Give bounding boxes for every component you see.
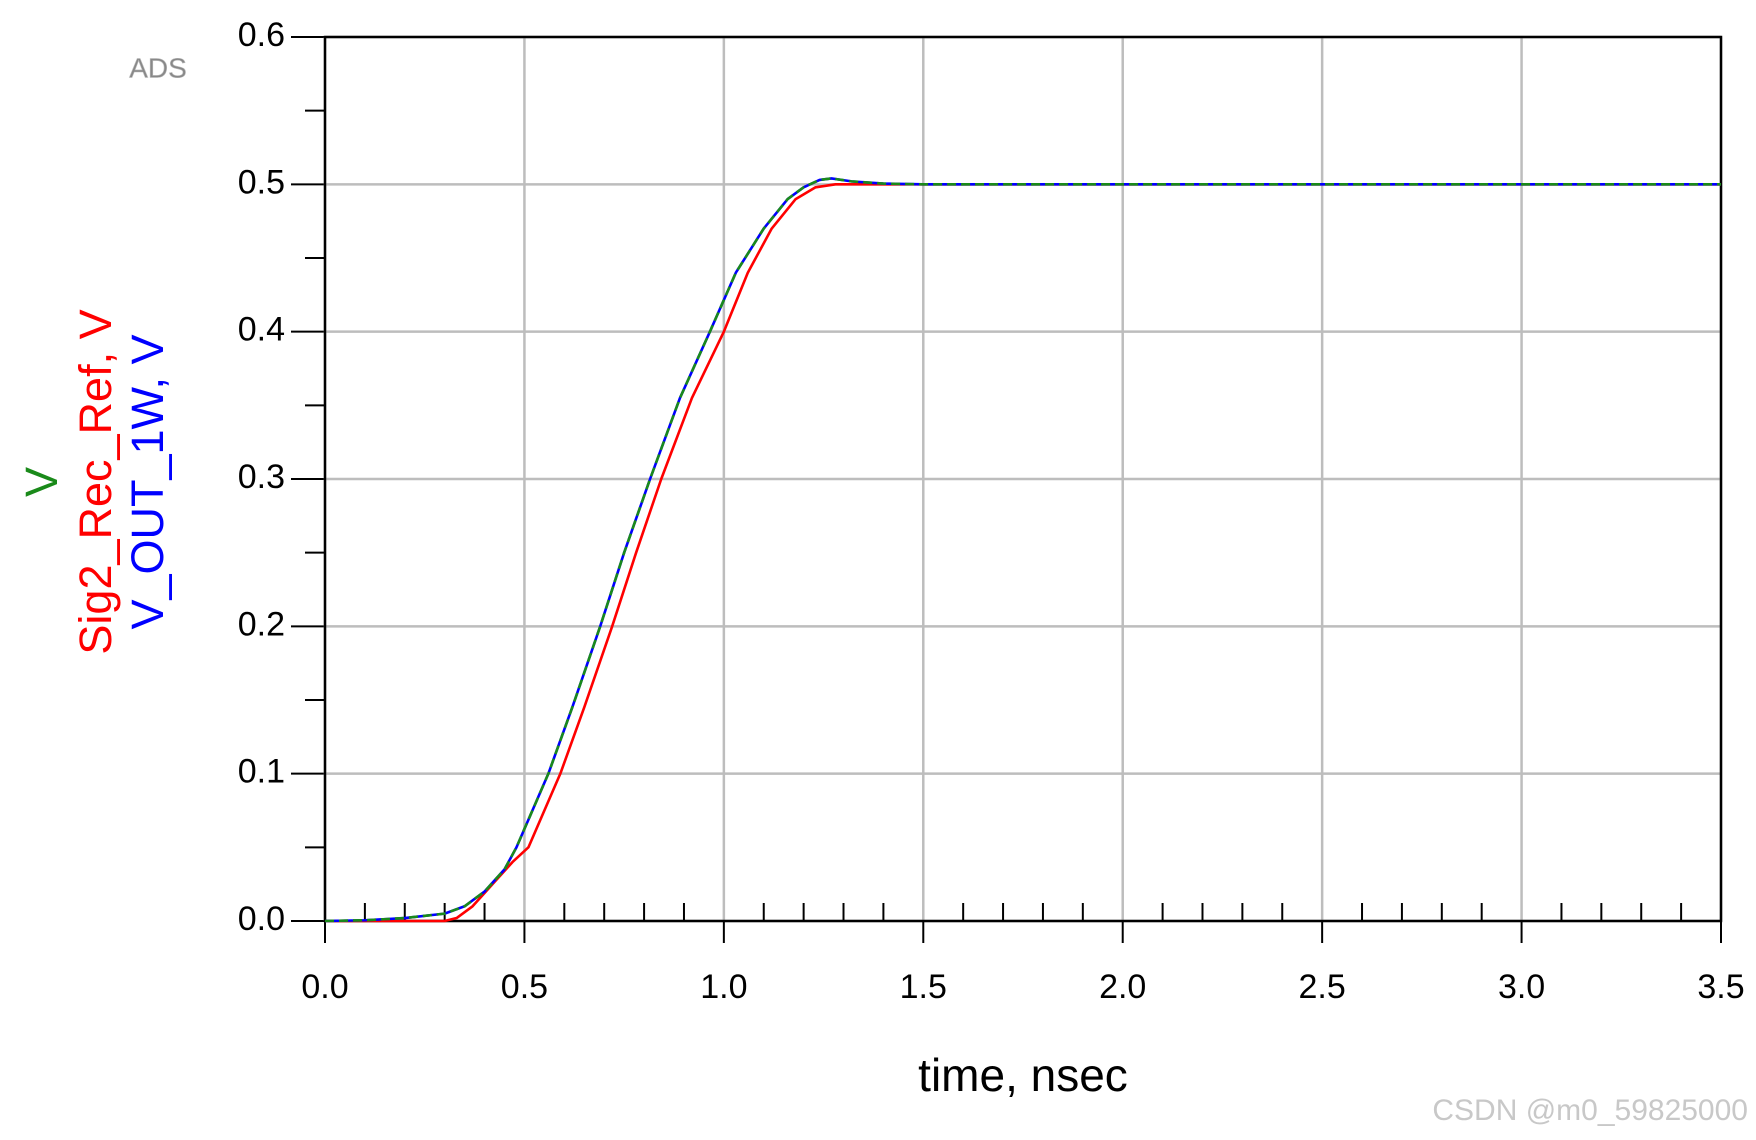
series-line bbox=[325, 183, 1721, 923]
x-tick-label: 1.0 bbox=[700, 968, 747, 1006]
x-tick-label: 0.5 bbox=[501, 968, 548, 1006]
y-tick-label: 0.6 bbox=[238, 16, 285, 54]
y-tick-label: 0.4 bbox=[238, 311, 285, 349]
plot-frame bbox=[323, 35, 1723, 923]
x-tick-label: 2.5 bbox=[1299, 968, 1346, 1006]
y-axis-title: V_OUT_1W, V bbox=[122, 334, 173, 629]
x-axis-title: time, nsec bbox=[918, 1049, 1128, 1101]
y-tick-label: 0.5 bbox=[238, 163, 285, 201]
x-tick-label: 3.5 bbox=[1697, 968, 1744, 1006]
x-tick-label: 1.5 bbox=[900, 968, 947, 1006]
logo: ADS bbox=[129, 52, 187, 83]
watermark: CSDN @m0_59825000 bbox=[1432, 1094, 1748, 1127]
y-tick-label: 0.3 bbox=[238, 458, 285, 496]
x-tick-label: 0.0 bbox=[301, 968, 348, 1006]
x-tick-label: 2.0 bbox=[1099, 968, 1146, 1006]
y-axis-title: V bbox=[16, 467, 67, 497]
y-tick-label: 0.0 bbox=[238, 900, 285, 938]
series-line bbox=[324, 177, 1721, 923]
x-tick-label: 3.0 bbox=[1498, 968, 1545, 1006]
y-tick-label: 0.2 bbox=[238, 605, 285, 643]
y-axis-title: Sig2_Rec_Ref, V bbox=[70, 309, 121, 654]
y-tick-label: 0.1 bbox=[238, 753, 285, 791]
series-line bbox=[324, 177, 1721, 923]
